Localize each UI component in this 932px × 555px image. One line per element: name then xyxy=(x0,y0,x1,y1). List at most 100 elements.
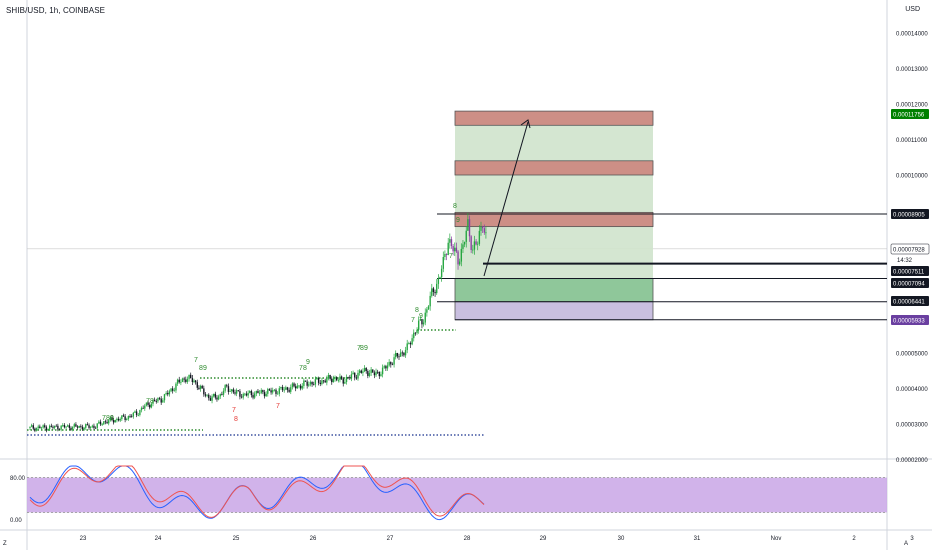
candle-body xyxy=(86,424,89,426)
price-tag xyxy=(891,209,929,219)
candle-body xyxy=(401,352,403,354)
candle-body xyxy=(212,393,215,397)
candle-body xyxy=(370,369,372,373)
candle-body xyxy=(273,389,276,391)
candle-body xyxy=(278,388,280,394)
candle-body xyxy=(372,369,374,373)
candle-body xyxy=(321,380,323,384)
candle-body xyxy=(198,387,200,389)
candle-body xyxy=(98,421,100,424)
sequence-count-label: 7 xyxy=(411,317,415,324)
candle-body xyxy=(483,228,485,233)
candle-body xyxy=(383,366,385,368)
price-tag xyxy=(891,296,929,306)
candle-body xyxy=(153,399,156,402)
candle-body xyxy=(421,319,423,325)
candle-body xyxy=(73,424,75,427)
sequence-count-label: 9 xyxy=(203,365,207,372)
y-tick-label: 0.00014000 xyxy=(896,32,928,38)
footer-right-label[interactable]: A xyxy=(903,541,908,547)
sequence-count-label: 9 xyxy=(364,345,368,352)
candle-body xyxy=(363,367,366,372)
x-tick-label: 3 xyxy=(910,536,914,542)
candle-body xyxy=(468,219,471,237)
price-tag-label: 0.00007928 xyxy=(893,247,925,253)
candle-body xyxy=(414,332,417,334)
price-tag-label: 0.00005933 xyxy=(893,318,925,324)
price-tag-label: 0.00011756 xyxy=(893,112,925,118)
candle-body xyxy=(30,425,33,427)
oscillator-upper-label: 80.00 xyxy=(10,476,26,482)
candle-body xyxy=(293,383,295,387)
candle-body xyxy=(267,389,269,394)
candle-body xyxy=(409,343,412,345)
candle-body xyxy=(103,421,105,425)
candle-body xyxy=(112,420,115,423)
candle-body xyxy=(157,398,159,402)
candle-body xyxy=(70,427,72,430)
currency-label: USD xyxy=(905,6,920,13)
candle-body xyxy=(393,357,395,365)
candle-body xyxy=(176,379,179,384)
candle-body xyxy=(317,377,320,383)
candle-body xyxy=(60,425,62,430)
candle-body xyxy=(478,230,481,244)
oscillator-lower-label: 0.00 xyxy=(10,518,22,524)
candle-body xyxy=(465,230,467,242)
y-tick-label: 0.00013000 xyxy=(896,67,928,73)
candle-body xyxy=(58,429,61,431)
sequence-count-label: 8 xyxy=(234,416,238,423)
candle-body xyxy=(124,416,126,420)
candle-body xyxy=(299,385,302,389)
candle-body xyxy=(268,389,271,391)
candle-body xyxy=(170,388,172,392)
candle-body xyxy=(145,402,148,406)
candle-body xyxy=(88,425,90,428)
candle-body xyxy=(50,425,53,427)
candle-body xyxy=(252,395,254,398)
candle-body xyxy=(340,376,343,379)
candle-body xyxy=(204,394,207,396)
y-tick-label: 0.00002000 xyxy=(896,458,928,464)
candle-body xyxy=(304,380,307,382)
candle-body xyxy=(275,389,277,394)
candle-body xyxy=(32,425,34,429)
price-tag xyxy=(891,278,929,288)
price-tag-label: 0.00007511 xyxy=(893,269,925,275)
footer-left-label[interactable]: Z xyxy=(3,541,7,547)
forecast-arrow xyxy=(483,121,529,277)
candle-body xyxy=(158,398,161,399)
candle-body xyxy=(368,372,371,376)
candle-body xyxy=(126,419,128,420)
candle-body xyxy=(229,391,231,392)
candle-body xyxy=(335,377,338,381)
candle-body xyxy=(34,428,36,431)
sequence-count-label: 8 xyxy=(303,365,307,372)
candle-body xyxy=(437,278,440,284)
candle-body xyxy=(83,427,85,430)
candle-body xyxy=(257,390,259,394)
candle-body xyxy=(347,376,349,378)
sequence-count-label: 9 xyxy=(456,217,460,224)
candle-body xyxy=(455,247,458,252)
candle-body xyxy=(395,353,397,358)
candle-body xyxy=(262,390,264,393)
candle-body xyxy=(467,219,469,231)
candle-body xyxy=(37,426,39,428)
candle-body xyxy=(117,418,120,421)
candle-body xyxy=(411,338,413,345)
candle-body xyxy=(68,425,71,428)
candle-body xyxy=(406,343,408,351)
candle-body xyxy=(183,378,185,380)
candle-body xyxy=(334,377,336,379)
candle-body xyxy=(194,380,197,383)
oscillator-d-line xyxy=(29,465,485,518)
candle-body xyxy=(104,421,107,423)
candle-body xyxy=(399,352,402,357)
bar-countdown: 14:32 xyxy=(897,258,913,264)
candle-body xyxy=(290,387,292,392)
candle-body xyxy=(222,390,225,395)
candle-body xyxy=(94,427,97,429)
candle-body xyxy=(386,365,389,369)
